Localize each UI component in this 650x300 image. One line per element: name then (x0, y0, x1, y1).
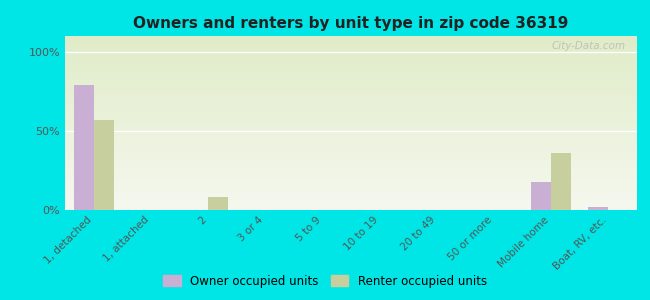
Bar (94, 120, 114, 210)
Bar (208, 197, 228, 210)
Text: City-Data.com: City-Data.com (551, 41, 625, 51)
Bar (531, 182, 551, 210)
Bar (73, 85, 94, 210)
Legend: Owner occupied units, Renter occupied units: Owner occupied units, Renter occupied un… (160, 271, 490, 291)
Bar (588, 207, 608, 210)
Title: Owners and renters by unit type in zip code 36319: Owners and renters by unit type in zip c… (133, 16, 569, 31)
Bar (551, 153, 571, 210)
